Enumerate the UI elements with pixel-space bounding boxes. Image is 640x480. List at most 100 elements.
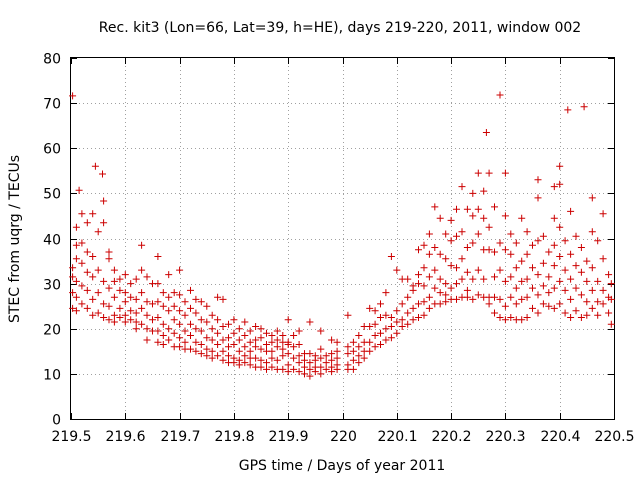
- data-point: [241, 343, 249, 351]
- data-point: [241, 318, 249, 326]
- data-point: [252, 354, 260, 362]
- data-point: [567, 207, 575, 215]
- data-point: [322, 359, 330, 367]
- x-axis-label: GPS time / Days of year 2011: [239, 458, 446, 474]
- data-point: [404, 309, 412, 317]
- data-point: [556, 180, 564, 188]
- data-point: [273, 336, 281, 344]
- data-point: [415, 314, 422, 321]
- data-point: [588, 194, 596, 202]
- data-point: [268, 338, 276, 346]
- data-point: [420, 298, 428, 306]
- data-point: [94, 289, 102, 297]
- data-point: [279, 345, 287, 353]
- data-point: [257, 363, 265, 371]
- data-point: [463, 244, 471, 251]
- data-point: [436, 214, 444, 222]
- x-tick-label: 220.5: [594, 429, 634, 445]
- data-point: [165, 325, 173, 333]
- data-point: [588, 264, 596, 272]
- data-point: [496, 314, 504, 321]
- data-point: [583, 257, 591, 265]
- data-point: [431, 284, 439, 292]
- data-point: [501, 302, 509, 310]
- x-tick-label: 220.4: [540, 429, 580, 445]
- data-point: [534, 176, 542, 184]
- data-point: [246, 338, 254, 346]
- data-point: [78, 239, 86, 247]
- data-point: [214, 329, 222, 337]
- data-point: [89, 210, 97, 218]
- data-point: [518, 277, 526, 285]
- data-point: [132, 325, 140, 333]
- data-point: [279, 365, 287, 373]
- data-point: [284, 350, 292, 358]
- data-point: [121, 298, 129, 306]
- data-point: [556, 277, 564, 285]
- data-point: [225, 320, 232, 328]
- data-point: [192, 295, 200, 303]
- data-point: [214, 341, 222, 348]
- data-point: [72, 241, 80, 249]
- data-point: [94, 266, 102, 274]
- data-point: [328, 356, 336, 364]
- data-point: [225, 343, 232, 351]
- data-point: [257, 345, 265, 353]
- data-point: [404, 293, 412, 301]
- data-point: [89, 311, 97, 319]
- data-point: [110, 266, 118, 274]
- data-point: [561, 266, 569, 274]
- data-point: [420, 311, 428, 319]
- data-point: [360, 354, 368, 362]
- data-point: [387, 314, 395, 321]
- data-point: [425, 250, 433, 258]
- data-point: [404, 320, 412, 328]
- data-point: [453, 205, 460, 213]
- data-point: [482, 129, 490, 136]
- data-point: [605, 309, 613, 317]
- data-point: [377, 341, 384, 348]
- data-point: [301, 370, 308, 378]
- data-point: [561, 286, 569, 294]
- y-tick-label: 40: [43, 233, 61, 249]
- data-point: [105, 316, 113, 324]
- data-point: [154, 327, 162, 335]
- data-point: [415, 280, 422, 288]
- data-point: [512, 284, 520, 292]
- data-point: [284, 341, 292, 348]
- data-point: [192, 325, 200, 333]
- data-point: [539, 282, 547, 290]
- data-point: [550, 262, 558, 270]
- data-point: [382, 336, 390, 344]
- data-point: [197, 350, 205, 358]
- data-point: [491, 273, 498, 281]
- data-point: [425, 293, 433, 301]
- data-point: [387, 253, 395, 260]
- data-point: [442, 255, 450, 263]
- data-point: [539, 259, 547, 267]
- data-point: [78, 300, 86, 308]
- data-point: [436, 250, 444, 258]
- data-point: [420, 264, 428, 272]
- x-tick-label: 219.6: [105, 429, 145, 445]
- data-point: [203, 345, 211, 353]
- data-point: [545, 273, 553, 281]
- data-point: [252, 323, 260, 330]
- data-point: [355, 343, 363, 351]
- data-point: [192, 347, 200, 355]
- data-point: [273, 356, 281, 364]
- x-tick-label: 219.8: [214, 429, 254, 445]
- data-point: [121, 271, 129, 279]
- data-point: [208, 325, 216, 333]
- data-point: [567, 314, 575, 321]
- data-point: [501, 277, 509, 285]
- data-point: [431, 244, 439, 251]
- data-point: [143, 311, 151, 319]
- data-point: [268, 332, 276, 339]
- data-point: [165, 271, 173, 279]
- data-point: [176, 291, 184, 299]
- data-point: [507, 230, 515, 238]
- axis-ticks: [71, 58, 615, 420]
- data-point: [159, 341, 167, 348]
- data-point: [453, 280, 460, 288]
